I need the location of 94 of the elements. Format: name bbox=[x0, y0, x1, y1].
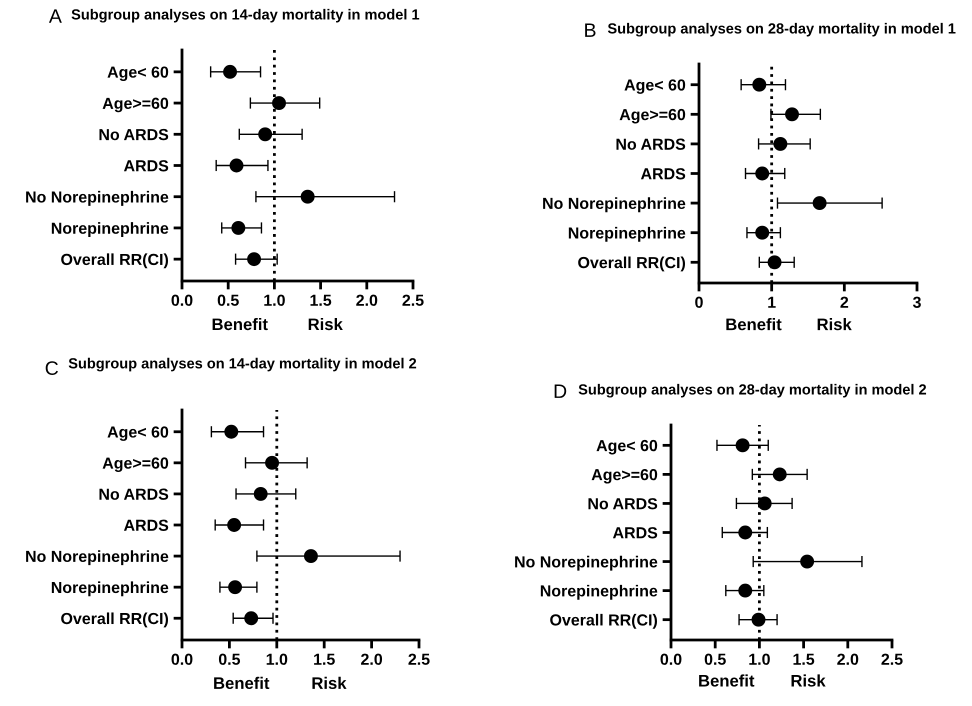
y-tick-label: Norepinephrine bbox=[52, 222, 168, 238]
y-tick-label: No Norepinephrine bbox=[543, 197, 686, 212]
y-tick-label: Overall RR(CI) bbox=[61, 253, 168, 268]
text: C bbox=[46, 361, 58, 376]
y-tick-label: Age< 60 bbox=[624, 79, 686, 94]
y-tick-label: Age< 60 bbox=[596, 440, 658, 454]
y-tick-label: Norepinephrine bbox=[568, 226, 686, 242]
chart-title: Subgroup analyses on 14-day mortality in model 1 bbox=[72, 8, 420, 23]
text: Benefit bbox=[214, 676, 270, 690]
y-tick-label: No Norepinephrine bbox=[26, 190, 168, 206]
y-tick-label: Norepinephrine bbox=[540, 584, 658, 600]
point bbox=[224, 424, 238, 439]
y-tick-label: No ARDS bbox=[99, 128, 168, 140]
point bbox=[272, 96, 286, 110]
point bbox=[772, 467, 787, 482]
y-tick-label: ARDS bbox=[124, 520, 168, 531]
point bbox=[812, 196, 827, 210]
y-tick-label: No ARDS bbox=[616, 138, 686, 150]
y-tick-label: No ARDS bbox=[99, 488, 168, 500]
point bbox=[258, 127, 272, 142]
text: A bbox=[48, 9, 62, 23]
x-tick-label: 0.5 bbox=[704, 654, 726, 665]
point bbox=[752, 78, 766, 92]
point bbox=[254, 486, 268, 501]
text: Risk bbox=[792, 674, 826, 687]
text: Risk bbox=[818, 318, 852, 330]
y-tick-label: Overall RR(CI) bbox=[578, 256, 686, 272]
point bbox=[231, 220, 246, 235]
y-tick-label: ARDS bbox=[124, 160, 168, 172]
y-tick-label: Age< 60 bbox=[108, 66, 168, 81]
text: B bbox=[585, 23, 596, 37]
y-tick-label: Age>=60 bbox=[620, 108, 686, 124]
x-tick-label: 0.5 bbox=[218, 294, 239, 306]
y-tick-label: ARDS bbox=[612, 527, 658, 538]
y-tick-label: ARDS bbox=[640, 168, 686, 180]
point bbox=[752, 612, 766, 627]
x-tick-label: 1.0 bbox=[266, 654, 288, 665]
x-tick-label: 2 bbox=[840, 296, 848, 308]
x-tick-label: 2.0 bbox=[356, 294, 378, 306]
x-tick-label: 2.5 bbox=[408, 654, 430, 665]
point bbox=[223, 64, 237, 79]
y-tick-label: Age>=60 bbox=[102, 98, 168, 112]
point bbox=[244, 611, 258, 626]
text: Risk bbox=[312, 676, 347, 690]
x-tick-label: 0 bbox=[695, 296, 703, 308]
point bbox=[755, 226, 770, 240]
x-tick-label: 0.0 bbox=[172, 294, 192, 306]
y-tick-label: No Norepinephrine bbox=[26, 550, 168, 566]
x-tick-label: 0.0 bbox=[660, 654, 682, 665]
point bbox=[800, 554, 814, 568]
point bbox=[227, 518, 242, 532]
point bbox=[300, 190, 315, 204]
point bbox=[758, 496, 772, 510]
x-tick-label: 3 bbox=[912, 296, 921, 308]
chart-title: Subgroup analyses on 14-day mortality in model 2 bbox=[68, 358, 416, 372]
text: D bbox=[554, 384, 566, 398]
point bbox=[304, 549, 318, 564]
x-tick-label: 2.0 bbox=[837, 654, 858, 665]
text: Risk bbox=[308, 318, 343, 330]
point bbox=[785, 107, 799, 122]
y-tick-label: Norepinephrine bbox=[52, 581, 168, 596]
point bbox=[755, 166, 770, 180]
point bbox=[736, 438, 750, 452]
y-tick-label: Overall RR(CI) bbox=[61, 612, 168, 628]
point bbox=[228, 580, 242, 594]
y-tick-label: No ARDS bbox=[588, 498, 658, 510]
text: Benefit bbox=[699, 674, 754, 687]
point bbox=[265, 456, 280, 470]
x-tick-label: 2.5 bbox=[881, 654, 903, 665]
chart-title: Subgroup analyses on 28-day mortality in model 1 bbox=[608, 22, 956, 37]
x-tick-label: 1.5 bbox=[794, 654, 814, 665]
point bbox=[738, 526, 752, 540]
y-tick-label: Age< 60 bbox=[108, 426, 168, 441]
point bbox=[738, 584, 752, 598]
y-tick-label: Overall RR(CI) bbox=[550, 614, 658, 629]
x-tick-label: 1.0 bbox=[264, 294, 285, 306]
x-tick-label: 1.5 bbox=[310, 294, 332, 306]
x-tick-label: 0.5 bbox=[218, 654, 240, 665]
x-tick-label: 0.0 bbox=[172, 654, 192, 665]
point bbox=[247, 252, 262, 266]
point bbox=[773, 136, 788, 151]
x-tick-label: 2.0 bbox=[361, 654, 382, 665]
x-tick-label: 2.5 bbox=[402, 294, 424, 306]
y-tick-label: Age>=60 bbox=[592, 468, 658, 484]
x-tick-label: 1.5 bbox=[314, 654, 335, 665]
text: Benefit bbox=[726, 318, 782, 330]
x-tick-label: 1 bbox=[768, 296, 776, 308]
chart-title: Subgroup analyses on 28-day mortality in model 2 bbox=[578, 384, 926, 398]
text: Benefit bbox=[212, 318, 268, 330]
point bbox=[230, 158, 244, 172]
x-tick-label: 1.0 bbox=[749, 654, 770, 665]
point bbox=[768, 255, 782, 270]
y-tick-label: Age>=60 bbox=[102, 457, 168, 472]
y-tick-label: No Norepinephrine bbox=[515, 556, 658, 571]
